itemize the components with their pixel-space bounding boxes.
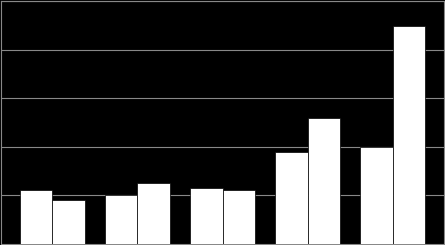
Bar	[138, 183, 170, 244]
Bar	[53, 200, 85, 244]
Bar	[307, 118, 340, 244]
Bar	[360, 147, 392, 244]
Bar	[190, 188, 222, 244]
Bar	[105, 195, 138, 244]
Bar	[392, 26, 425, 244]
Bar	[275, 152, 307, 244]
Bar	[222, 190, 255, 244]
Bar	[20, 190, 53, 244]
